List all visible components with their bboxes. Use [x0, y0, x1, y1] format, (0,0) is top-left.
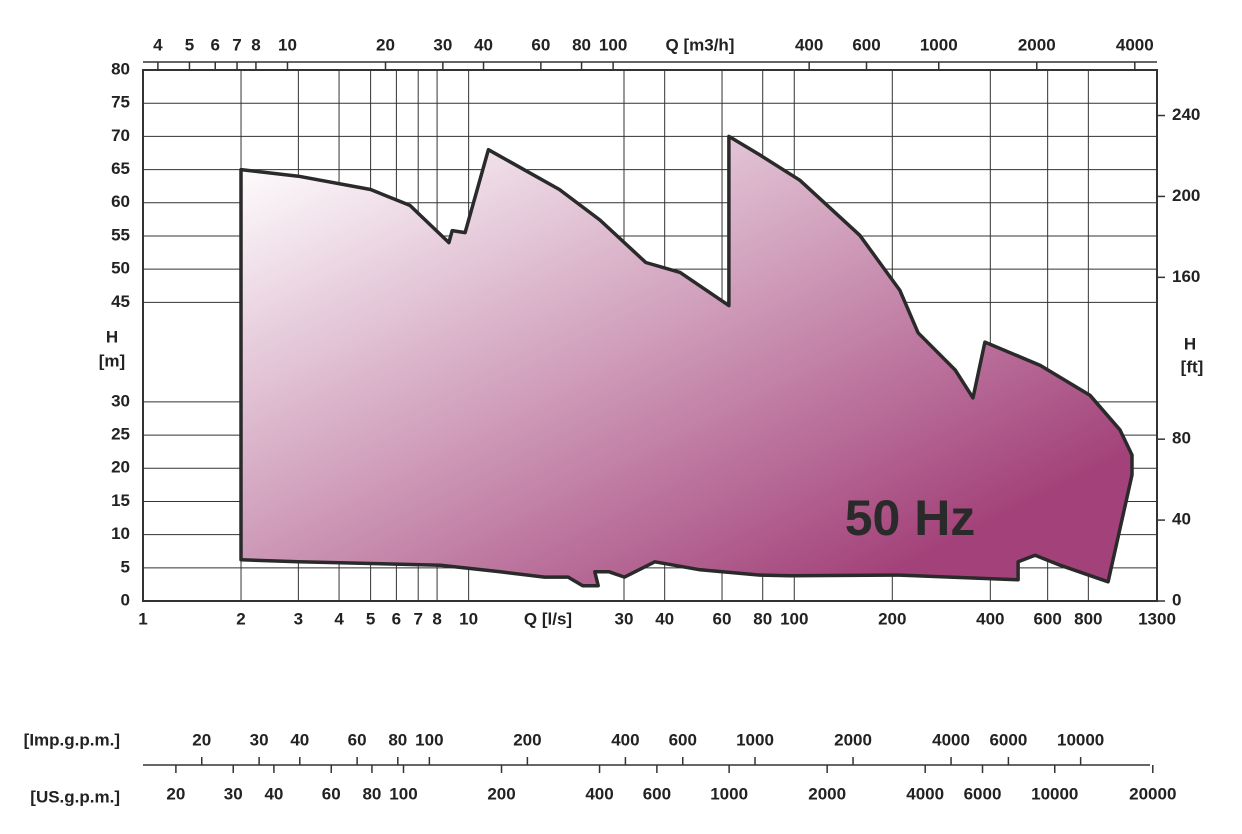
y-axis-label: [m] — [99, 351, 125, 370]
us-axis-tick-label: 4000 — [906, 784, 944, 803]
us-axis-tick-label: 20000 — [1129, 784, 1176, 803]
x-tick-label: 400 — [976, 609, 1004, 628]
x-tick-label: 600 — [1033, 609, 1061, 628]
us-axis-tick-label: 200 — [487, 784, 515, 803]
imp-axis-tick-label: 10000 — [1057, 730, 1104, 749]
y2-tick-label: 160 — [1172, 267, 1200, 286]
x-tick-label: 10 — [459, 609, 478, 628]
x-tick-label: 3 — [294, 609, 303, 628]
x-tick-label: 800 — [1074, 609, 1102, 628]
us-axis-tick-label: 400 — [585, 784, 613, 803]
x-tick-label: 200 — [878, 609, 906, 628]
y2-tick-label: 240 — [1172, 105, 1200, 124]
x-tick-label: 1300 — [1138, 609, 1176, 628]
us-axis-tick-label: 10000 — [1031, 784, 1078, 803]
x-tick-label: 4 — [334, 609, 344, 628]
x-tick-label: 80 — [753, 609, 772, 628]
y-tick-label: 30 — [111, 391, 130, 410]
x-tick-label: 6 — [392, 609, 401, 628]
y-axis-label: H — [106, 327, 118, 346]
frequency-label: 50 Hz — [845, 490, 976, 546]
imp-axis-tick-label: 40 — [290, 730, 309, 749]
top-tick-label: 600 — [852, 35, 880, 54]
operating-envelope — [239, 134, 1134, 588]
imp-axis-tick-label: 20 — [192, 730, 211, 749]
y-tick-label: 10 — [111, 524, 130, 543]
us-axis-tick-label: 2000 — [808, 784, 846, 803]
y-tick-label: 5 — [121, 557, 130, 576]
x-tick-label: 1 — [138, 609, 147, 628]
top-tick-label: 60 — [531, 35, 550, 54]
top-tick-label: 6 — [211, 35, 220, 54]
imp-axis-tick-label: 2000 — [834, 730, 872, 749]
x-tick-label: 30 — [615, 609, 634, 628]
top-tick-label: 4 — [153, 35, 163, 54]
imp-axis-label: [Imp.g.p.m.] — [24, 730, 120, 749]
imp-axis-tick-label: 1000 — [736, 730, 774, 749]
top-tick-label: 30 — [433, 35, 452, 54]
top-tick-label: 400 — [795, 35, 823, 54]
y2-axis-label: [ft] — [1181, 357, 1204, 376]
x-tick-label: 5 — [366, 609, 375, 628]
us-axis-tick-label: 6000 — [964, 784, 1002, 803]
y-tick-label: 80 — [111, 59, 130, 78]
x-tick-label: 60 — [713, 609, 732, 628]
top-tick-label: 100 — [599, 35, 627, 54]
imp-axis-tick-label: 30 — [250, 730, 269, 749]
y-tick-label: 55 — [111, 225, 130, 244]
us-axis-tick-label: 100 — [389, 784, 417, 803]
top-tick-label: 7 — [232, 35, 241, 54]
x-axis-label: Q [l/s] — [524, 609, 572, 628]
x-tick-label: 8 — [432, 609, 441, 628]
top-tick-label: 80 — [572, 35, 591, 54]
plot-frame — [142, 69, 1158, 602]
top-tick-label: 5 — [185, 35, 194, 54]
us-axis-tick-label: 80 — [362, 784, 381, 803]
y-tick-label: 65 — [111, 159, 130, 178]
us-axis-tick-label: 20 — [166, 784, 185, 803]
y-tick-label: 70 — [111, 126, 130, 145]
y2-tick-label: 40 — [1172, 510, 1191, 529]
imp-axis-tick-label: 60 — [348, 730, 367, 749]
top-tick-label: 2000 — [1018, 35, 1056, 54]
x-tick-label: 7 — [413, 609, 422, 628]
y-tick-label: 50 — [111, 259, 130, 278]
imp-axis-tick-label: 400 — [611, 730, 639, 749]
imp-axis-tick-label: 6000 — [989, 730, 1027, 749]
x-tick-label: 100 — [780, 609, 808, 628]
top-tick-label: 20 — [376, 35, 395, 54]
top-tick-label: 40 — [474, 35, 493, 54]
imp-axis-tick-label: 4000 — [932, 730, 970, 749]
us-axis-tick-label: 60 — [322, 784, 341, 803]
y-tick-label: 0 — [121, 590, 130, 609]
us-axis-tick-label: 40 — [264, 784, 283, 803]
y-tick-label: 20 — [111, 458, 130, 477]
y2-axis-label: H — [1184, 334, 1196, 353]
us-axis-tick-label: 1000 — [710, 784, 748, 803]
top-axis-label: Q [m3/h] — [666, 35, 735, 54]
y-tick-label: 75 — [111, 93, 130, 112]
imp-axis-tick-label: 100 — [415, 730, 443, 749]
y2-tick-label: 80 — [1172, 429, 1191, 448]
top-tick-label: 1000 — [920, 35, 958, 54]
top-tick-label: 4000 — [1116, 35, 1154, 54]
top-tick-label: 8 — [251, 35, 260, 54]
top-tick-label: 10 — [278, 35, 297, 54]
us-axis-label: [US.g.p.m.] — [30, 787, 120, 806]
x-tick-label: 40 — [655, 609, 674, 628]
us-axis-tick-label: 600 — [643, 784, 671, 803]
y2-tick-label: 0 — [1172, 590, 1181, 609]
imp-axis-tick-label: 200 — [513, 730, 541, 749]
us-axis-tick-label: 30 — [224, 784, 243, 803]
y-tick-label: 45 — [111, 292, 130, 311]
y-tick-label: 25 — [111, 425, 130, 444]
y2-tick-label: 200 — [1172, 186, 1200, 205]
y-tick-label: 15 — [111, 491, 130, 510]
y-tick-label: 60 — [111, 192, 130, 211]
imp-axis-tick-label: 600 — [669, 730, 697, 749]
imp-axis-tick-label: 80 — [388, 730, 407, 749]
x-tick-label: 2 — [236, 609, 245, 628]
